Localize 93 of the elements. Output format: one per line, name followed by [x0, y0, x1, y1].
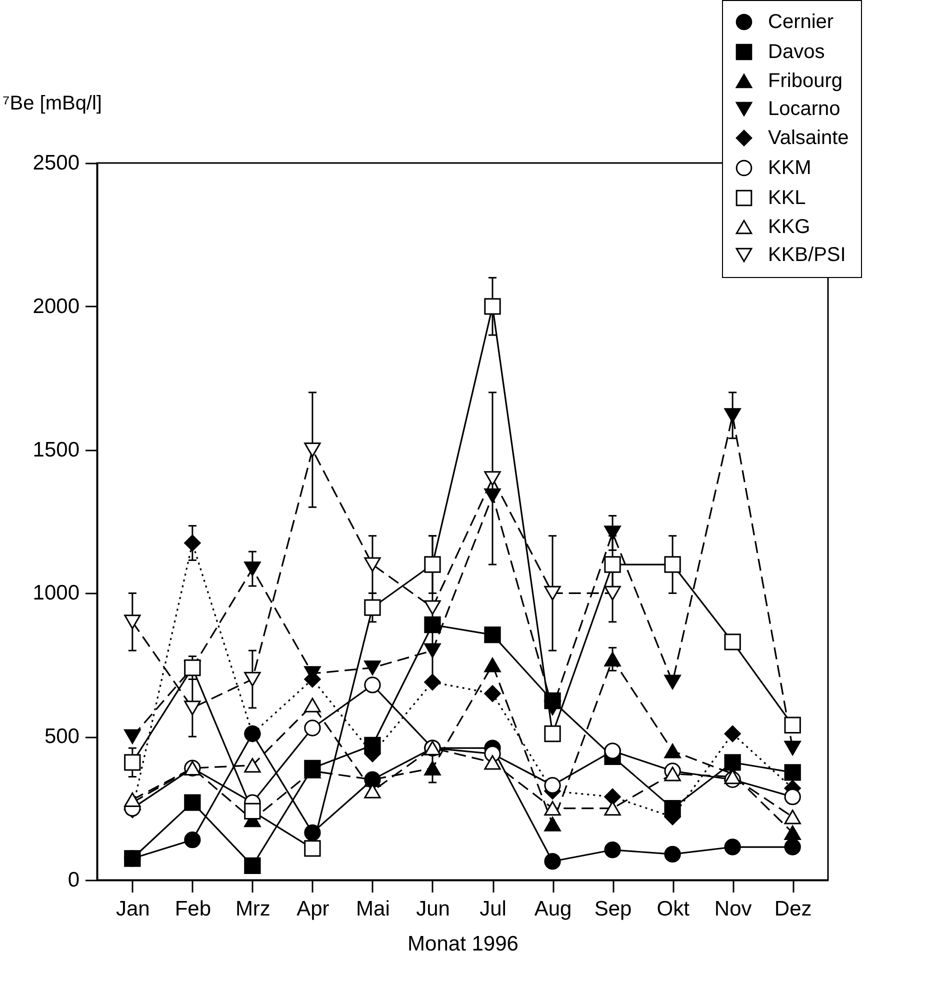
- x-tick-label: Mrz: [235, 898, 270, 920]
- point: [604, 556, 621, 573]
- legend-label: Cernier: [768, 11, 834, 33]
- point: [784, 716, 801, 734]
- point: [184, 832, 201, 848]
- legend-label: Fribourg: [768, 70, 842, 92]
- legend-label: Davos: [768, 41, 825, 63]
- point: [244, 758, 261, 773]
- point: [664, 846, 681, 863]
- point: [484, 488, 501, 504]
- x-tick-label: Aug: [534, 898, 572, 920]
- y-tick-label: 1500: [32, 438, 80, 462]
- point: [484, 755, 501, 770]
- point: [664, 744, 681, 758]
- point: [424, 643, 441, 658]
- y-tick-label: 2000: [32, 294, 80, 318]
- point: [364, 599, 381, 616]
- point: [304, 698, 321, 712]
- point: [784, 825, 801, 840]
- point: [544, 725, 561, 742]
- point: [244, 672, 261, 687]
- y-tick-label: 2500: [32, 152, 80, 174]
- point: [784, 838, 801, 856]
- point: [124, 754, 141, 771]
- point: [124, 729, 141, 744]
- point: [604, 652, 621, 666]
- legend-label: Locarno: [768, 98, 840, 120]
- point: [304, 840, 321, 857]
- point: [304, 824, 321, 841]
- point: [184, 794, 201, 811]
- point: [124, 792, 141, 808]
- point: [244, 802, 261, 820]
- point: [544, 800, 561, 816]
- y-tick-label: 0: [68, 868, 80, 892]
- point: [724, 725, 741, 742]
- point: [484, 626, 501, 644]
- point: [604, 788, 621, 806]
- point: [664, 766, 681, 782]
- point: [544, 700, 561, 716]
- x-tick-label: Jan: [116, 898, 150, 920]
- point: [604, 842, 621, 858]
- x-axis-title: Monat 1996: [408, 932, 518, 956]
- point: [484, 298, 501, 315]
- point: [424, 556, 441, 573]
- x-tick-label: Okt: [656, 898, 690, 920]
- point: [424, 616, 441, 634]
- point: [484, 658, 501, 672]
- x-tick-label: Mai: [356, 898, 390, 920]
- point: [664, 674, 681, 690]
- point: [724, 838, 741, 856]
- point: [364, 557, 381, 572]
- x-tick-label: Nov: [714, 898, 752, 920]
- legend-label: Valsainte: [768, 127, 849, 149]
- point: [124, 850, 141, 867]
- point: [304, 442, 321, 458]
- point: [724, 634, 741, 650]
- point: [784, 764, 801, 781]
- point: [784, 740, 801, 756]
- point: [784, 810, 801, 824]
- legend-label: KKL: [768, 187, 806, 209]
- point: [604, 526, 621, 540]
- x-tick-label: Apr: [296, 898, 330, 920]
- point: [424, 600, 441, 615]
- point: [364, 660, 381, 676]
- point: [544, 816, 561, 832]
- x-tick-label: Dez: [774, 898, 812, 920]
- x-tick-label: Sep: [594, 898, 632, 920]
- point: [484, 685, 501, 702]
- point: [244, 562, 261, 576]
- y-axis-title: ⁷Be [mBq/l]: [2, 92, 102, 114]
- point: [424, 760, 441, 776]
- point: [484, 471, 501, 486]
- x-tick-label: Jul: [480, 898, 506, 920]
- point: [544, 853, 561, 870]
- x-tick-label: Feb: [174, 898, 212, 920]
- point: [244, 857, 261, 874]
- y-tick-label: 500: [44, 725, 80, 748]
- legend-label: KKM: [768, 157, 812, 179]
- point: [184, 534, 201, 552]
- point: [184, 700, 201, 716]
- x-tick-label: Jun: [416, 898, 450, 920]
- point: [544, 777, 561, 794]
- point: [664, 556, 681, 573]
- y-tick-label: 1000: [32, 582, 80, 605]
- legend-label: KKB/PSI: [768, 244, 846, 266]
- point: [604, 742, 621, 760]
- legend-label: KKG: [768, 216, 810, 238]
- point: [724, 754, 741, 771]
- point: [544, 586, 561, 601]
- point: [724, 408, 741, 423]
- point: [424, 674, 441, 690]
- point: [124, 614, 141, 630]
- point: [604, 586, 621, 601]
